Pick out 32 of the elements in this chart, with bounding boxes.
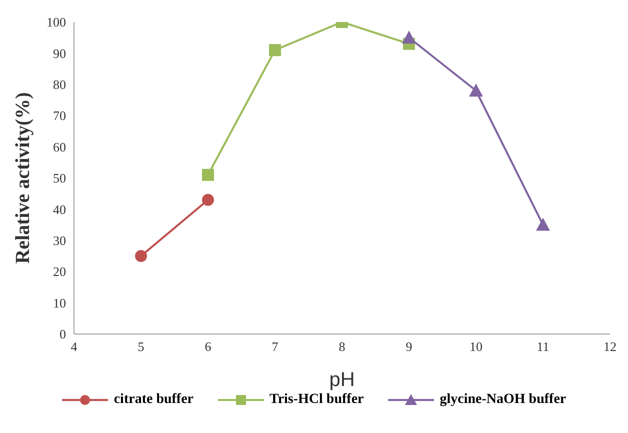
point [469, 84, 483, 97]
y-tick-label: 100 [46, 14, 66, 30]
y-tick-label: 20 [53, 264, 66, 280]
y-tick-label: 50 [53, 170, 66, 186]
y-tick-label: 10 [53, 295, 66, 310]
x-tick-label: 9 [406, 339, 412, 354]
y-tick-label: 0 [60, 326, 66, 342]
legend-label: citrate buffer [114, 392, 194, 408]
x-tick-label: 11 [536, 339, 550, 354]
point [135, 250, 147, 262]
y-tick-label: 60 [53, 139, 66, 154]
y-tick-label: 30 [53, 233, 66, 248]
x-tick-label: 10 [470, 339, 482, 354]
point [402, 30, 416, 44]
y-tick-label: 70 [53, 108, 66, 124]
legend-label: Tris-HCl buffer [270, 392, 364, 408]
y-tick-label: 90 [53, 46, 66, 61]
x-tick-label: 12 [604, 339, 616, 354]
point [202, 194, 214, 206]
point [202, 168, 214, 181]
x-tick-label: 4 [70, 339, 78, 354]
y-axis-title: Relative activity(%) [12, 92, 34, 264]
x-tick-label: 8 [338, 339, 346, 354]
legend-label: glycine-NaOH buffer [440, 392, 566, 408]
point [536, 218, 550, 231]
y-tick-label: 40 [53, 202, 66, 217]
x-tick-label: 7 [272, 339, 279, 354]
x-tick-label: 5 [138, 339, 144, 354]
point [269, 44, 281, 56]
x-axis-title: pH [329, 369, 355, 391]
x-tick-label: 6 [204, 339, 212, 354]
y-tick-label: 80 [53, 77, 66, 92]
